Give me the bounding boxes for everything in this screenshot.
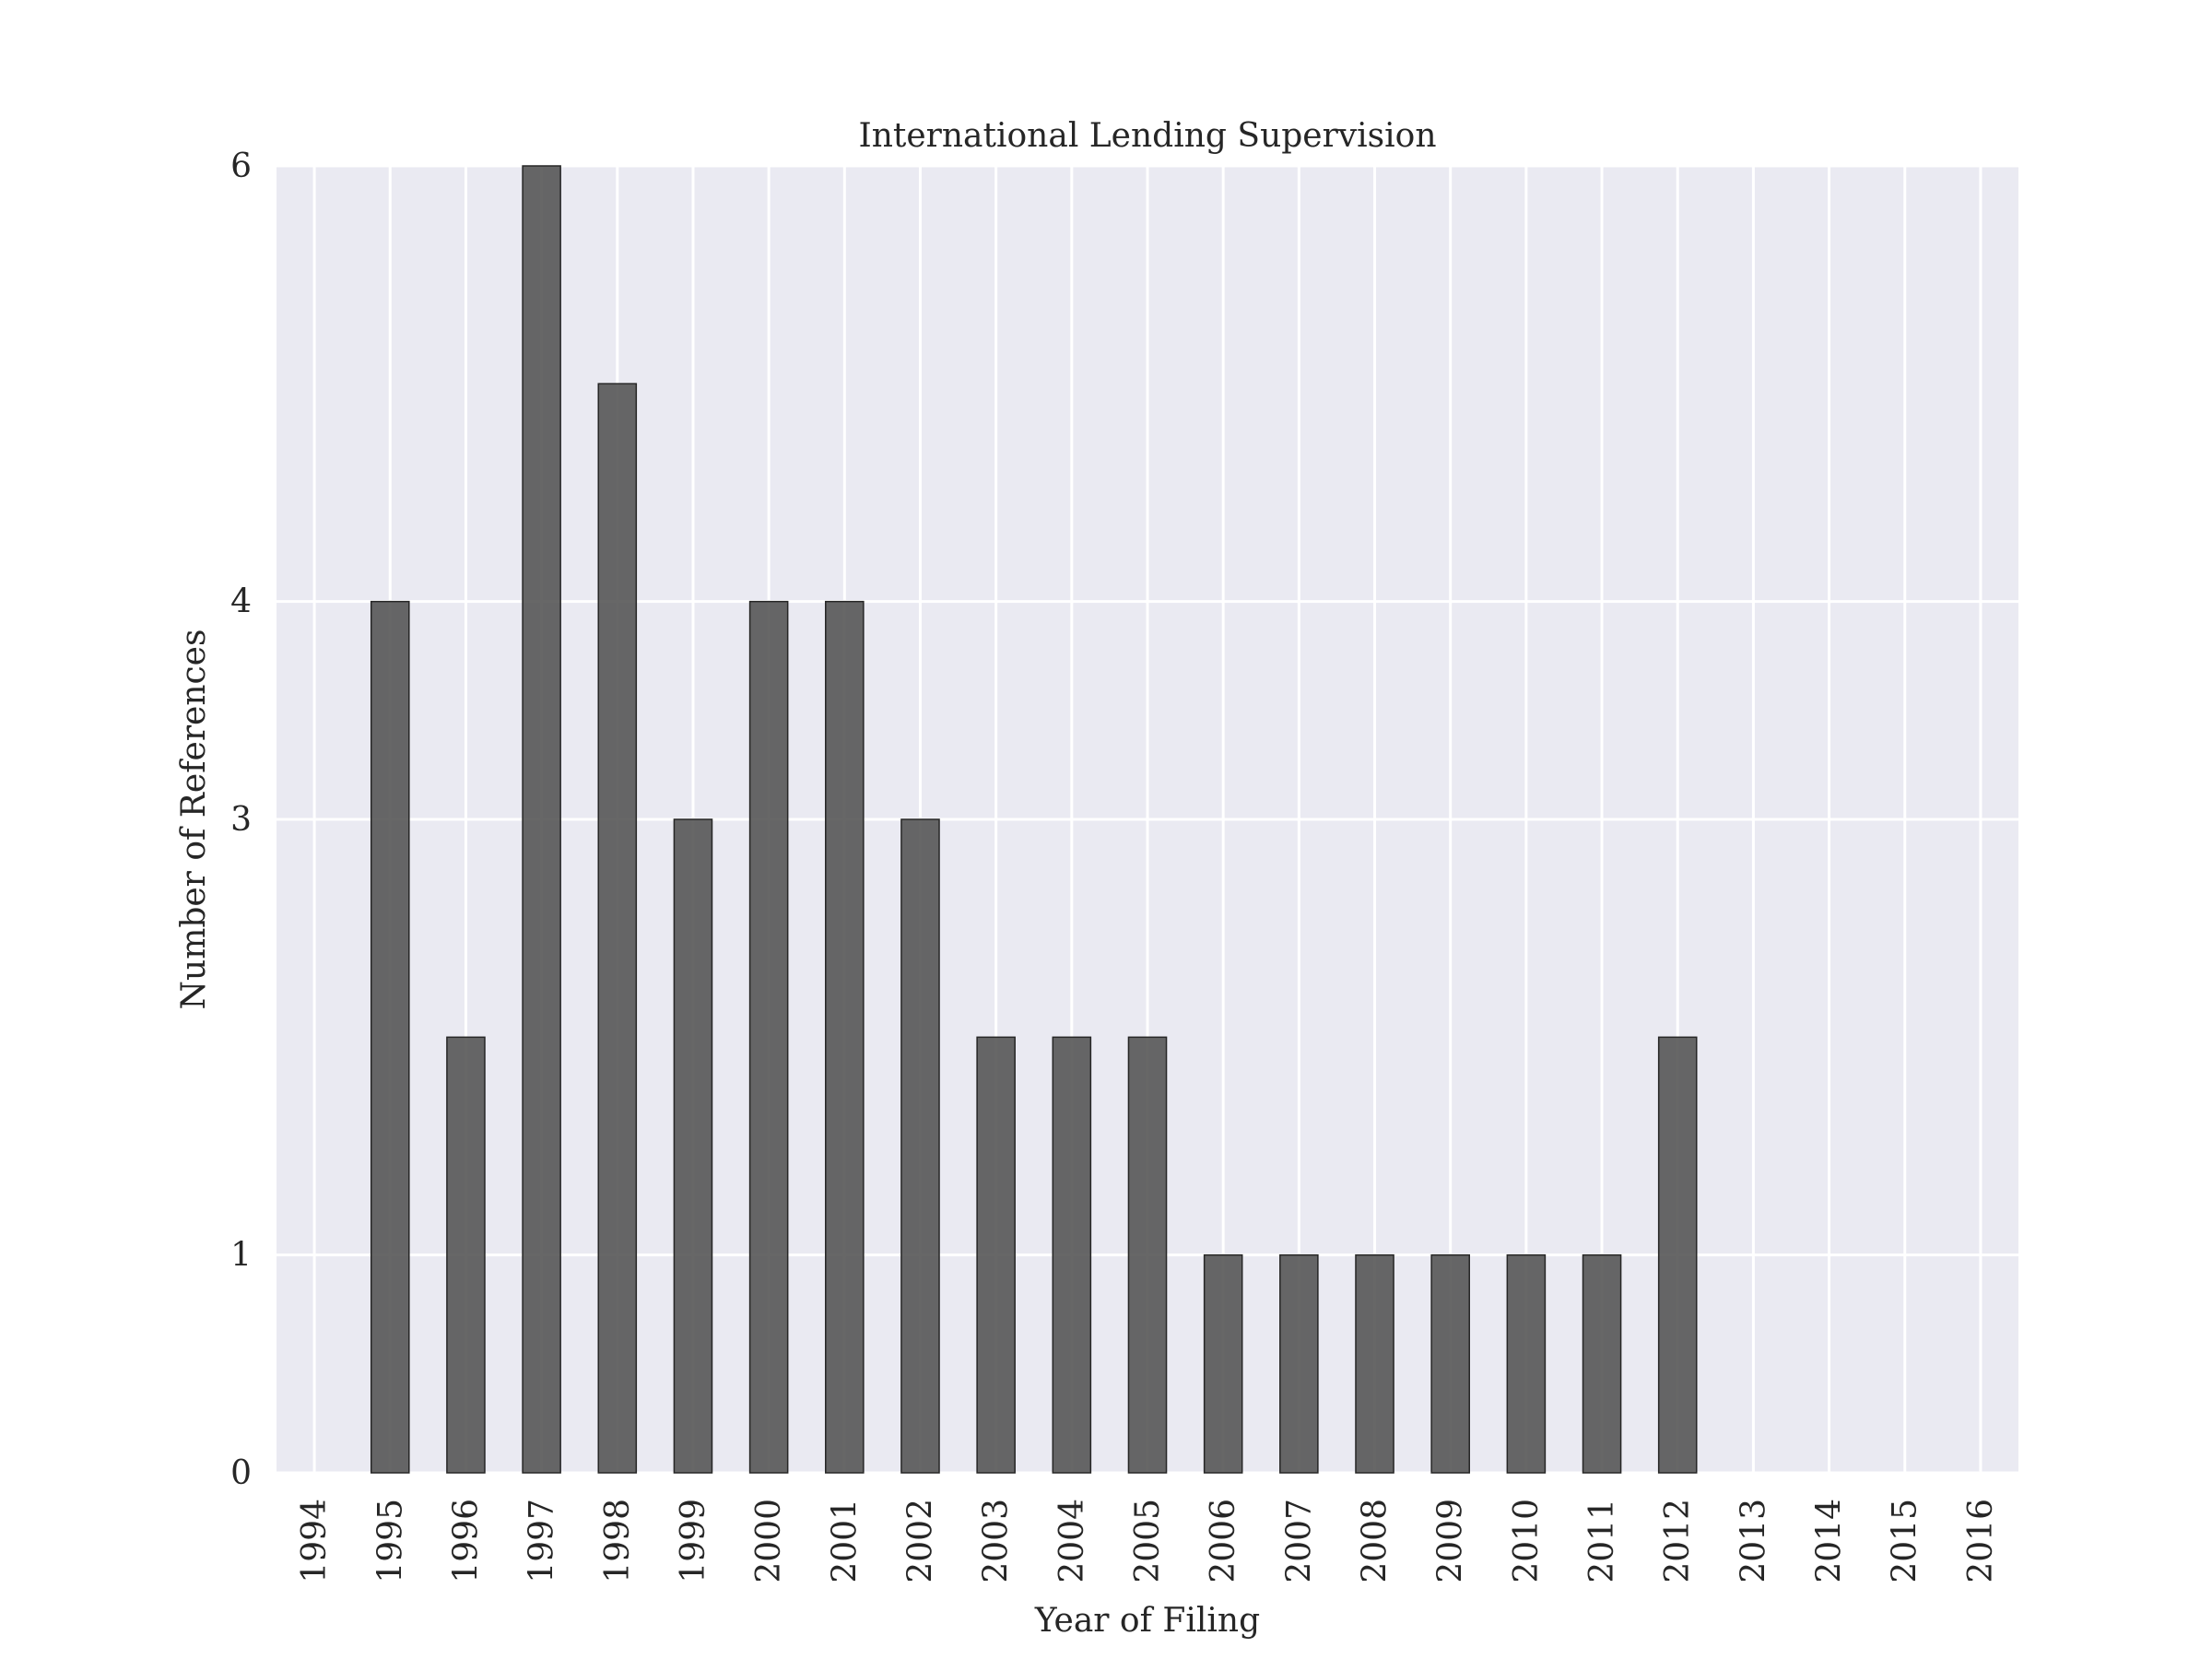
- bar-2002: [900, 818, 940, 1474]
- x-tick-label: 1999: [675, 1499, 712, 1583]
- x-tick-label: 1997: [524, 1499, 561, 1583]
- x-tick-label: 1994: [296, 1499, 334, 1583]
- x-axis-label: Year of Filing: [1034, 1602, 1260, 1640]
- x-tick-label: 1998: [599, 1499, 637, 1583]
- bar-1999: [673, 818, 713, 1474]
- x-tick-label: 2012: [1659, 1499, 1697, 1583]
- x-tick-label: 2000: [750, 1499, 788, 1583]
- y-tick-label: 3: [230, 801, 252, 839]
- bar-2010: [1506, 1253, 1547, 1474]
- chart-title: International Lending Supervision: [858, 117, 1436, 155]
- y-tick-label: 6: [230, 147, 252, 185]
- bar-2008: [1355, 1253, 1394, 1474]
- bar-1997: [522, 165, 561, 1474]
- x-tick-label: 2016: [1962, 1499, 2000, 1583]
- x-tick-label: 2010: [1508, 1499, 1546, 1583]
- x-tick-label: 2009: [1432, 1499, 1470, 1583]
- x-tick-labels: 1994 1995 1996 1997 1998 1999 2000 2001 2002 2003…: [296, 1499, 2000, 1583]
- x-tick-label: 2006: [1205, 1499, 1242, 1583]
- bar-1996: [446, 1036, 486, 1474]
- y-tick-label: 4: [230, 583, 252, 621]
- y-tick-label: 1: [230, 1237, 252, 1275]
- y-tick-labels: 0 1 3 4 6: [230, 147, 252, 1492]
- x-tick-label: 2013: [1735, 1499, 1772, 1583]
- bar-2006: [1203, 1253, 1243, 1474]
- x-tick-label: 2011: [1583, 1499, 1621, 1583]
- x-tick-label: 1996: [447, 1499, 485, 1583]
- x-tick-label: 2007: [1280, 1499, 1318, 1583]
- bar-2009: [1430, 1253, 1470, 1474]
- bar-2012: [1657, 1036, 1698, 1474]
- x-tick-label: 1995: [371, 1499, 409, 1583]
- x-tick-label: 2005: [1129, 1499, 1167, 1583]
- x-tick-label: 2004: [1053, 1499, 1091, 1583]
- x-tick-label: 2008: [1357, 1499, 1394, 1583]
- y-axis-label: Number of References: [175, 629, 213, 1010]
- bar-2005: [1127, 1036, 1168, 1474]
- bar-2004: [1052, 1036, 1092, 1474]
- x-tick-label: 2002: [901, 1499, 939, 1583]
- bar-1995: [370, 600, 410, 1474]
- bar-2001: [825, 600, 865, 1474]
- x-tick-label: 2015: [1887, 1499, 1924, 1583]
- bar-2007: [1279, 1253, 1319, 1474]
- x-tick-label: 2003: [978, 1499, 1016, 1583]
- bar-2000: [748, 600, 789, 1474]
- bar-2011: [1582, 1253, 1622, 1474]
- bar-2003: [976, 1036, 1016, 1474]
- y-tick-label: 0: [230, 1454, 252, 1492]
- x-tick-label: 2014: [1811, 1499, 1849, 1583]
- x-tick-label: 2001: [826, 1499, 864, 1583]
- bars: [370, 165, 1698, 1474]
- bar-1998: [597, 382, 638, 1474]
